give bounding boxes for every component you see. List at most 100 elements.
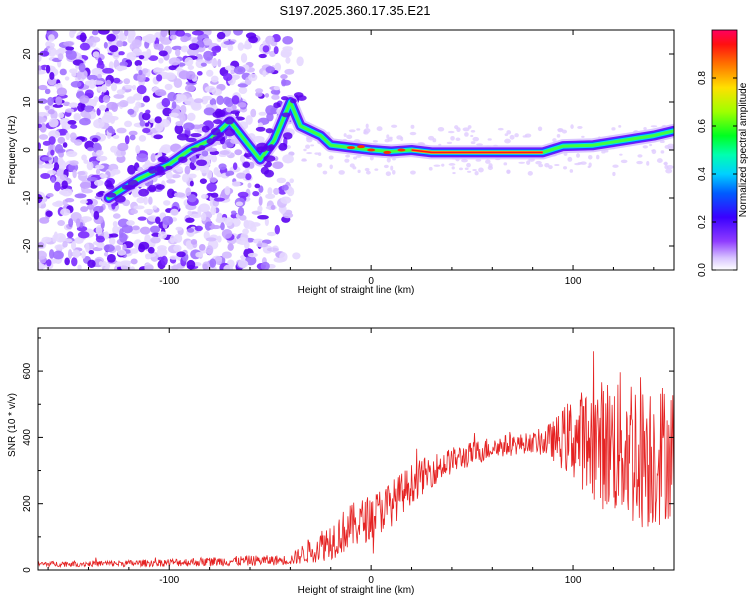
noise-speck bbox=[185, 187, 192, 197]
noise-speck bbox=[383, 164, 389, 169]
noise-speck bbox=[38, 112, 50, 117]
noise-speck bbox=[167, 91, 177, 102]
noise-speck bbox=[79, 42, 91, 51]
noise-speck bbox=[45, 64, 51, 74]
noise-speck bbox=[667, 143, 674, 148]
noise-speck bbox=[329, 164, 333, 170]
noise-speck bbox=[41, 156, 52, 161]
noise-speck bbox=[611, 127, 616, 131]
snr-ytick-label: 200 bbox=[22, 495, 33, 512]
noise-speck bbox=[86, 204, 95, 210]
noise-speck bbox=[124, 135, 130, 145]
noise-speck bbox=[190, 238, 198, 245]
snr-xtick-label: 100 bbox=[565, 575, 582, 586]
noise-speck bbox=[169, 235, 176, 244]
noise-speck bbox=[98, 104, 107, 111]
noise-speck bbox=[88, 79, 97, 89]
noise-speck bbox=[569, 169, 574, 173]
noise-speck bbox=[257, 205, 263, 213]
noise-speck bbox=[206, 69, 214, 77]
noise-speck bbox=[262, 70, 267, 78]
noise-speck bbox=[57, 219, 66, 227]
ridge-blob bbox=[260, 166, 270, 175]
noise-speck bbox=[223, 73, 233, 82]
noise-speck bbox=[637, 154, 643, 158]
noise-speck bbox=[65, 46, 75, 51]
noise-speck bbox=[112, 77, 121, 84]
noise-speck bbox=[171, 101, 177, 110]
noise-speck bbox=[155, 184, 165, 190]
noise-speck bbox=[115, 65, 128, 71]
noise-speck bbox=[112, 225, 120, 235]
noise-speck bbox=[266, 231, 277, 237]
noise-speck bbox=[262, 245, 273, 254]
noise-speck bbox=[67, 120, 77, 125]
snr-series-line bbox=[38, 351, 674, 569]
noise-speck bbox=[58, 112, 65, 119]
noise-speck bbox=[63, 41, 74, 47]
ridge-blob bbox=[147, 166, 157, 174]
noise-speck bbox=[195, 251, 203, 258]
noise-speck bbox=[76, 71, 82, 81]
noise-speck bbox=[153, 67, 165, 73]
noise-speck bbox=[132, 225, 140, 231]
noise-speck bbox=[478, 167, 484, 173]
noise-speck bbox=[176, 94, 187, 102]
noise-speck bbox=[163, 200, 171, 206]
noise-speck bbox=[75, 218, 81, 228]
noise-speck bbox=[243, 220, 255, 229]
noise-speck bbox=[204, 85, 216, 93]
noise-speck bbox=[374, 168, 379, 171]
noise-speck bbox=[59, 174, 68, 181]
noise-speck bbox=[467, 125, 472, 129]
colorbar: 0.0 0.2 0.4 0.6 0.8 bbox=[697, 29, 738, 277]
spectrogram-ylabel: Frequency (Hz) bbox=[7, 116, 18, 185]
noise-speck bbox=[318, 152, 322, 156]
ridge-blob bbox=[190, 147, 203, 152]
noise-speck bbox=[76, 225, 88, 232]
noise-speck bbox=[231, 181, 241, 187]
noise-speck bbox=[130, 248, 139, 254]
noise-speck bbox=[129, 134, 136, 141]
noise-speck bbox=[244, 241, 250, 250]
noise-speck bbox=[118, 100, 129, 108]
noise-speck bbox=[386, 134, 390, 139]
noise-speck bbox=[255, 88, 264, 93]
noise-speck bbox=[271, 245, 279, 254]
noise-speck bbox=[248, 73, 258, 82]
ridge-blob bbox=[273, 102, 281, 109]
noise-speck bbox=[55, 96, 63, 106]
noise-speck bbox=[227, 243, 234, 251]
noise-speck bbox=[348, 129, 356, 133]
noise-speck bbox=[186, 259, 196, 270]
noise-speck bbox=[48, 34, 55, 42]
noise-speck bbox=[95, 225, 103, 235]
noise-speck bbox=[219, 150, 230, 155]
noise-speck bbox=[64, 257, 70, 266]
noise-speck bbox=[39, 217, 50, 224]
noise-speck bbox=[472, 136, 480, 142]
noise-speck bbox=[86, 74, 99, 81]
noise-speck bbox=[171, 265, 180, 270]
noise-speck bbox=[77, 170, 86, 176]
noise-speck bbox=[38, 193, 43, 204]
noise-speck bbox=[150, 236, 161, 244]
noise-speck bbox=[346, 134, 353, 140]
noise-speck bbox=[437, 127, 445, 132]
noise-speck bbox=[365, 123, 369, 129]
noise-speck bbox=[102, 95, 110, 103]
noise-speck bbox=[66, 150, 78, 158]
noise-speck bbox=[237, 102, 247, 108]
noise-speck bbox=[642, 145, 649, 149]
noise-speck bbox=[155, 216, 161, 224]
noise-speck bbox=[210, 192, 219, 198]
noise-speck bbox=[240, 53, 248, 63]
noise-speck bbox=[38, 123, 42, 128]
ridge-blob bbox=[104, 179, 112, 188]
noise-speck bbox=[447, 130, 455, 134]
chart-title: S197.2025.360.17.35.E21 bbox=[279, 3, 430, 18]
noise-speck bbox=[55, 200, 63, 206]
noise-speck bbox=[306, 152, 313, 155]
noise-speck bbox=[62, 101, 71, 107]
noise-speck bbox=[188, 173, 197, 179]
